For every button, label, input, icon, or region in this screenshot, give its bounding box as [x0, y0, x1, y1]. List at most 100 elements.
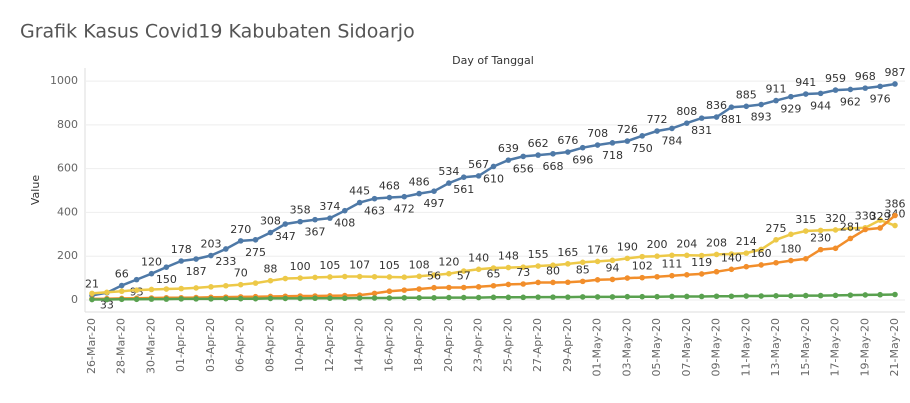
data-label: 831 — [691, 124, 712, 137]
data-point — [297, 218, 303, 225]
data-point — [565, 294, 571, 300]
data-label: 230 — [810, 232, 831, 245]
data-label: 180 — [780, 243, 801, 256]
data-point — [788, 93, 794, 100]
data-label: 836 — [706, 99, 727, 112]
data-point — [371, 273, 378, 280]
data-point — [490, 265, 497, 271]
data-point — [148, 270, 155, 277]
data-point — [401, 274, 408, 281]
data-label: 108 — [409, 258, 430, 271]
x-tick-label: 11-May-20 — [739, 318, 752, 376]
data-point — [401, 287, 408, 293]
y-tick-label: 400 — [57, 205, 78, 218]
data-point — [892, 222, 898, 229]
data-label: 275 — [245, 246, 266, 259]
data-point — [862, 292, 869, 298]
data-point — [773, 236, 779, 243]
data-label: 88 — [263, 263, 277, 276]
data-point — [550, 150, 556, 157]
data-point — [565, 261, 571, 267]
data-point — [832, 292, 839, 299]
data-point — [446, 270, 452, 277]
data-point — [416, 273, 422, 280]
data-point — [594, 277, 601, 283]
data-label: 204 — [676, 237, 697, 250]
data-point — [758, 262, 764, 268]
data-point — [773, 97, 779, 104]
data-point — [505, 281, 512, 288]
data-point — [758, 293, 764, 299]
data-point — [565, 279, 571, 286]
data-label: 65 — [487, 268, 501, 281]
data-label: 56 — [427, 270, 441, 283]
data-point — [490, 294, 497, 301]
data-point — [460, 268, 467, 274]
data-point — [669, 125, 675, 132]
data-point — [639, 293, 646, 300]
y-tick-label: 200 — [57, 249, 78, 262]
data-point — [639, 133, 646, 139]
data-point — [505, 294, 512, 301]
data-label: 567 — [468, 158, 489, 171]
data-label: 275 — [766, 222, 787, 235]
data-point — [267, 277, 274, 284]
data-label: 708 — [587, 127, 608, 140]
data-label: 102 — [632, 260, 653, 273]
data-point — [892, 291, 898, 298]
data-label: 374 — [319, 200, 340, 213]
data-point — [639, 253, 646, 260]
data-point — [684, 120, 690, 126]
data-point — [550, 262, 556, 268]
data-point — [89, 296, 95, 303]
data-point — [594, 294, 601, 300]
data-point — [475, 266, 482, 273]
data-point — [133, 296, 140, 303]
data-point — [89, 290, 95, 297]
data-point — [550, 294, 556, 300]
data-label: 160 — [751, 247, 772, 260]
data-point — [133, 276, 140, 283]
data-point — [386, 194, 393, 201]
data-point — [728, 104, 735, 110]
data-label: 463 — [364, 205, 385, 218]
x-tick-label: 14-Apr-20 — [353, 318, 366, 372]
data-point — [163, 296, 170, 302]
x-tick-label: 25-Apr-20 — [501, 318, 514, 372]
data-label: 21 — [85, 277, 99, 290]
data-point — [698, 252, 705, 259]
data-point — [431, 272, 437, 278]
data-point — [223, 295, 229, 302]
data-label: 214 — [736, 235, 757, 248]
data-label: 187 — [186, 265, 207, 278]
data-point — [802, 228, 809, 234]
data-label: 941 — [795, 76, 816, 89]
data-point — [446, 294, 452, 301]
data-point — [535, 263, 541, 269]
data-point — [847, 235, 854, 242]
x-tick-label: 21-May-20 — [888, 318, 901, 376]
data-point — [401, 193, 408, 200]
data-point — [490, 163, 497, 170]
data-point — [237, 238, 244, 244]
data-label: 386 — [885, 197, 906, 210]
data-point — [877, 225, 883, 231]
data-point — [773, 293, 779, 299]
data-point — [817, 246, 824, 253]
data-label: 329 — [870, 210, 891, 223]
data-point — [520, 264, 527, 270]
data-point — [669, 293, 675, 300]
data-point — [788, 231, 794, 238]
data-point — [104, 289, 110, 296]
data-point — [862, 226, 869, 233]
x-tick-label: 23-Apr-20 — [472, 318, 485, 372]
x-tick-label: 12-Apr-20 — [323, 318, 336, 372]
data-label: 85 — [576, 263, 590, 276]
data-point — [743, 293, 750, 299]
data-label: 57 — [457, 269, 471, 282]
data-point — [297, 275, 303, 281]
data-point — [118, 282, 125, 289]
data-point — [267, 295, 274, 302]
data-point — [118, 296, 125, 303]
data-point — [252, 236, 259, 243]
